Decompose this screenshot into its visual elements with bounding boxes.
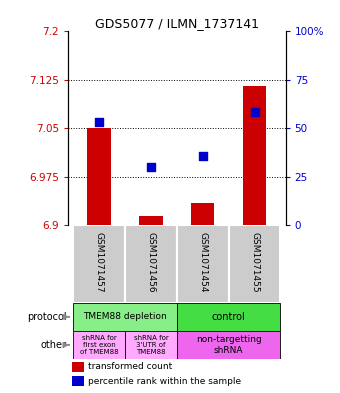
Text: TMEM88 depletion: TMEM88 depletion bbox=[83, 312, 167, 321]
Bar bbox=[125, 331, 177, 359]
Text: other: other bbox=[41, 340, 67, 350]
Text: GSM1071456: GSM1071456 bbox=[147, 231, 155, 292]
Text: shRNA for
3'UTR of
TMEM88: shRNA for 3'UTR of TMEM88 bbox=[134, 335, 168, 355]
Bar bbox=[177, 225, 228, 303]
Point bbox=[148, 164, 154, 170]
Text: transformed count: transformed count bbox=[88, 362, 172, 371]
Bar bbox=[125, 225, 177, 303]
Text: control: control bbox=[212, 312, 245, 322]
Text: percentile rank within the sample: percentile rank within the sample bbox=[88, 377, 241, 386]
Text: shRNA for
first exon
of TMEM88: shRNA for first exon of TMEM88 bbox=[80, 335, 118, 355]
Bar bbox=[228, 225, 280, 303]
Point bbox=[200, 152, 205, 159]
Bar bbox=[72, 376, 84, 386]
Bar bbox=[177, 331, 280, 359]
Title: GDS5077 / ILMN_1737141: GDS5077 / ILMN_1737141 bbox=[95, 17, 259, 30]
Bar bbox=[87, 129, 111, 225]
Text: non-targetting
shRNA: non-targetting shRNA bbox=[196, 335, 261, 354]
Bar bbox=[177, 303, 280, 331]
Text: GSM1071457: GSM1071457 bbox=[95, 231, 104, 292]
Bar bbox=[73, 303, 177, 331]
Bar bbox=[139, 216, 163, 225]
Bar bbox=[243, 86, 266, 225]
Point bbox=[96, 119, 102, 125]
Point bbox=[252, 109, 257, 116]
Bar bbox=[72, 362, 84, 371]
Bar bbox=[73, 225, 125, 303]
Text: protocol: protocol bbox=[27, 312, 67, 322]
Text: GSM1071455: GSM1071455 bbox=[250, 231, 259, 292]
Text: GSM1071454: GSM1071454 bbox=[198, 231, 207, 292]
Bar bbox=[191, 203, 214, 225]
Bar bbox=[73, 331, 125, 359]
